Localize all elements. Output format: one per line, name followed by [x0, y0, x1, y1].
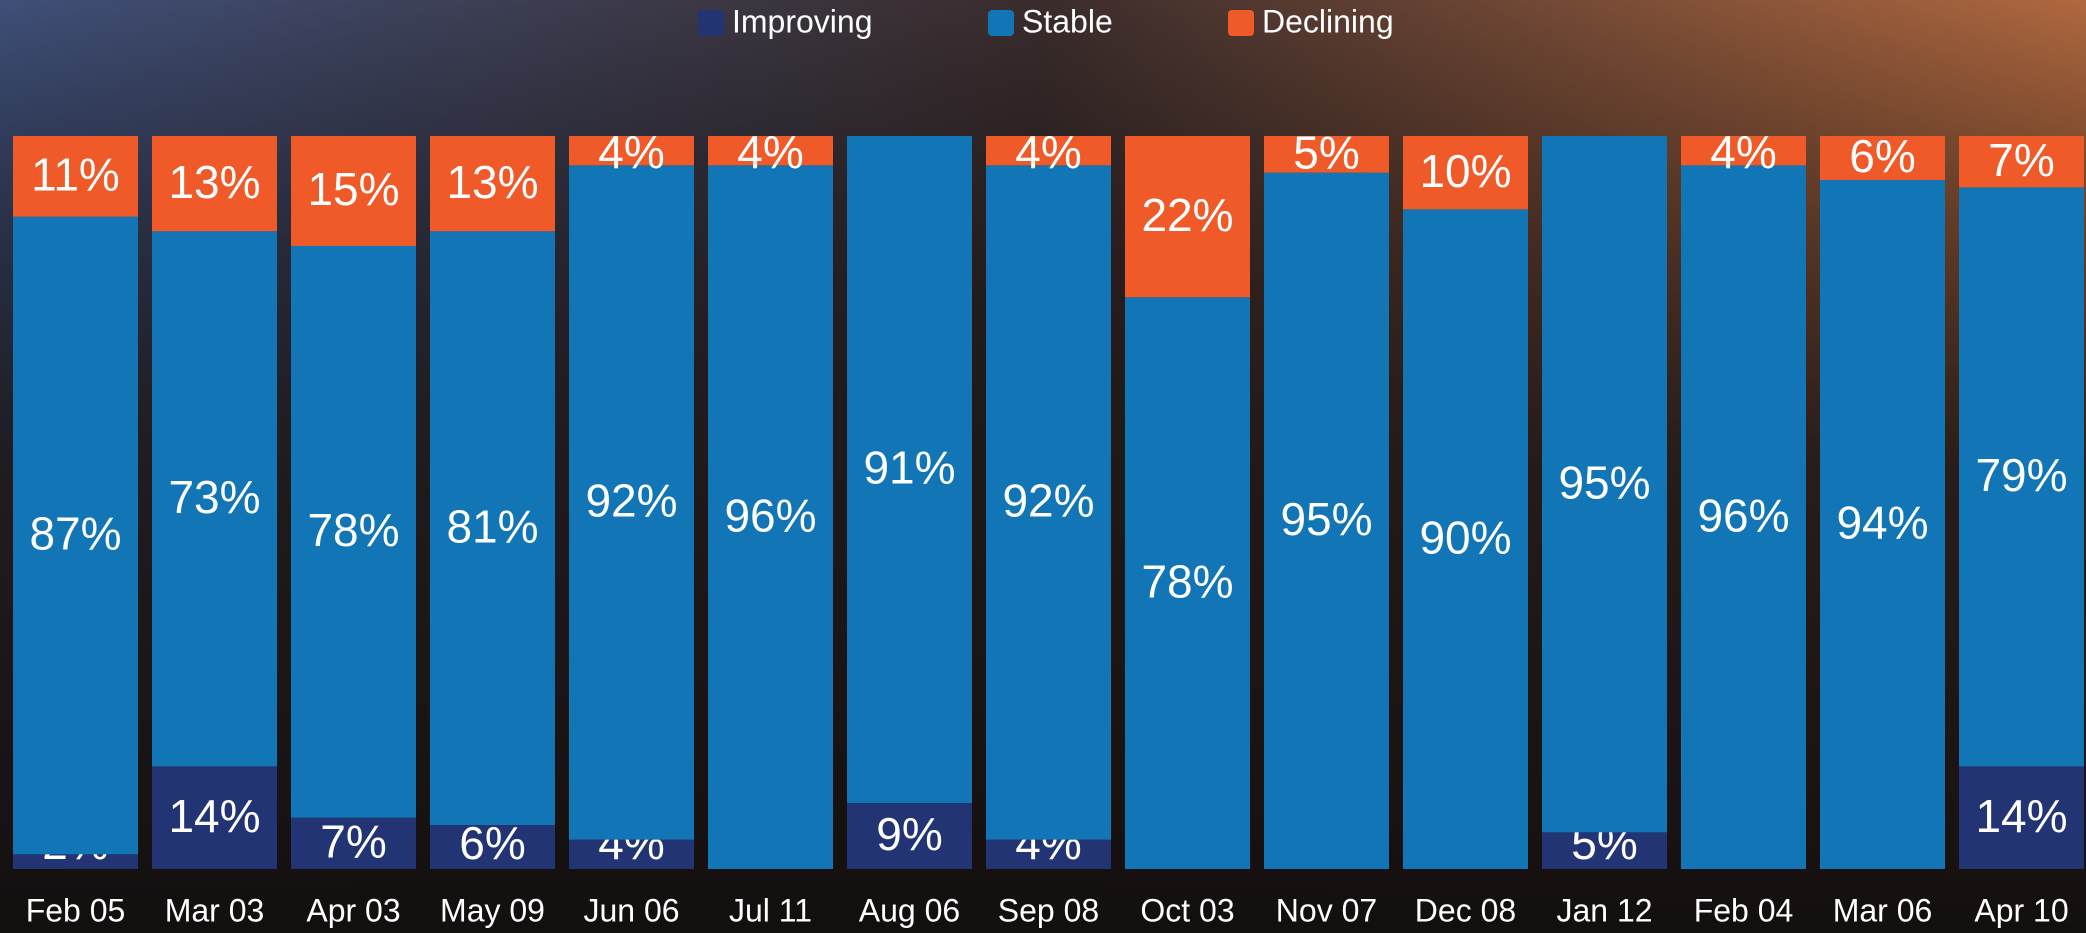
- data-label: 11%: [31, 148, 120, 200]
- bar-segment: [1542, 136, 1667, 833]
- data-label: 4%: [1015, 126, 1081, 178]
- bar-segment: [430, 825, 555, 869]
- bar-segment: [1820, 179, 1945, 870]
- legend-label: Declining: [1262, 3, 1394, 39]
- bar-segment: [708, 165, 833, 869]
- data-label: 79%: [1975, 449, 2067, 501]
- legend-swatch: [988, 10, 1014, 36]
- data-label: 87%: [29, 508, 121, 560]
- x-tick-label: Oct 03: [1140, 892, 1234, 928]
- bar-segment: [430, 136, 555, 232]
- legend-label: Improving: [732, 3, 873, 39]
- x-tick-label: Apr 10: [1974, 892, 2068, 928]
- bar-segment: [13, 854, 138, 869]
- bar-segment: [1542, 832, 1667, 869]
- bar-segment: [152, 136, 277, 232]
- bar-segment: [1264, 136, 1389, 173]
- x-tick-label: Jun 06: [583, 892, 679, 928]
- bar-segment: [1820, 136, 1945, 180]
- x-tick-label: Jul 11: [729, 892, 812, 928]
- data-label: 92%: [1002, 475, 1094, 527]
- data-label: 14%: [168, 790, 260, 842]
- legend-swatch: [698, 10, 724, 36]
- bar-segment: [291, 817, 416, 869]
- data-label: 91%: [863, 442, 955, 494]
- bar-segment: [291, 245, 416, 818]
- data-label: 4%: [598, 126, 664, 178]
- x-tick-label: Nov 07: [1276, 892, 1377, 928]
- bar-segment: [1959, 766, 2084, 869]
- data-label: 6%: [1849, 130, 1915, 182]
- bar-segment: [1264, 172, 1389, 869]
- x-tick-label: Aug 06: [859, 892, 960, 928]
- bar-segment: [13, 136, 138, 217]
- data-label: 73%: [168, 471, 260, 523]
- bar-segment: [569, 136, 694, 166]
- x-tick-label: Mar 03: [165, 892, 265, 928]
- bar-segment: [1959, 136, 2084, 188]
- x-tick-label: Jan 12: [1556, 892, 1652, 928]
- bar-segment: [847, 136, 972, 804]
- bar-segment: [1403, 209, 1528, 870]
- bar-segment: [986, 839, 1111, 869]
- bar-segment: [1681, 165, 1806, 869]
- data-label: 6%: [459, 817, 525, 869]
- data-label: 96%: [1697, 489, 1789, 541]
- data-label: 78%: [307, 504, 399, 556]
- bar-segment: [291, 136, 416, 246]
- data-label: 96%: [724, 489, 816, 541]
- bar-segment: [986, 136, 1111, 166]
- data-label: 14%: [1975, 790, 2067, 842]
- data-label: 95%: [1558, 456, 1650, 508]
- data-label: 22%: [1141, 189, 1233, 241]
- bar-segment: [569, 839, 694, 869]
- data-label: 15%: [307, 163, 399, 215]
- data-label: 78%: [1141, 555, 1233, 607]
- bar-segment: [708, 136, 833, 166]
- x-tick-label: Sep 08: [998, 892, 1099, 928]
- bar-segment: [1959, 187, 2084, 767]
- x-tick-label: Dec 08: [1415, 892, 1516, 928]
- x-tick-label: Feb 04: [1694, 892, 1794, 928]
- x-tick-label: Mar 06: [1833, 892, 1933, 928]
- bar-segment: [569, 165, 694, 840]
- bar-segment: [1125, 297, 1250, 869]
- data-label: 4%: [1710, 126, 1776, 178]
- data-label: 9%: [876, 808, 942, 860]
- legend-label: Stable: [1022, 3, 1113, 39]
- data-label: 13%: [446, 156, 538, 208]
- bar-segment: [152, 231, 277, 767]
- data-label: 5%: [1293, 126, 1359, 178]
- data-label: 4%: [737, 126, 803, 178]
- bar-segment: [986, 165, 1111, 840]
- data-label: 90%: [1419, 511, 1511, 563]
- data-label: 7%: [320, 816, 386, 868]
- bar-segment: [1125, 136, 1250, 298]
- data-label: 13%: [168, 156, 260, 208]
- data-label: 94%: [1836, 497, 1928, 549]
- legend-swatch: [1228, 10, 1254, 36]
- x-tick-label: Feb 05: [26, 892, 126, 928]
- data-label: 7%: [1988, 134, 2054, 186]
- bar-segment: [1403, 136, 1528, 210]
- bar-segment: [152, 766, 277, 869]
- x-tick-label: Apr 03: [306, 892, 400, 928]
- data-label: 10%: [1419, 145, 1511, 197]
- data-label: 81%: [446, 500, 538, 552]
- data-label: 92%: [585, 475, 677, 527]
- bar-segment: [430, 231, 555, 826]
- x-tick-label: May 09: [440, 892, 545, 928]
- data-label: 95%: [1280, 493, 1372, 545]
- bar-segment: [13, 216, 138, 855]
- bar-segment: [1681, 136, 1806, 166]
- bar-segment: [847, 803, 972, 869]
